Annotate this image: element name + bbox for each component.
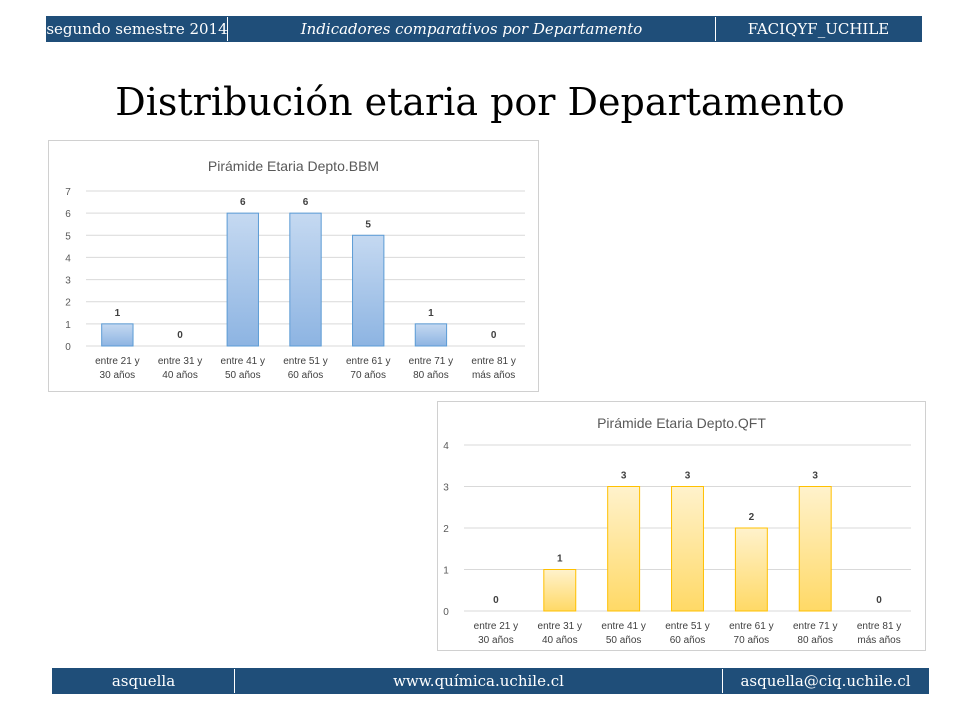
chart-bbm-svg: Pirámide Etaria Depto.BBM 0 1 2 3 4 5 6 7 1 entre … <box>65 158 525 381</box>
data-label: 5 <box>365 219 371 230</box>
y-tick-label: 7 <box>65 187 71 198</box>
footer-bar: asquella www.química.uchile.cl asquella@… <box>52 668 929 694</box>
header-semester: segundo semestre 2014 <box>47 20 227 38</box>
data-label: 1 <box>115 308 121 319</box>
data-label: 3 <box>812 471 818 482</box>
data-label: 2 <box>749 512 755 523</box>
category-label: entre 71 y <box>409 356 453 367</box>
header-subtitle: Indicadores comparativos por Departament… <box>227 17 715 41</box>
category-label: 60 años <box>288 370 324 381</box>
bar <box>101 323 134 347</box>
bar <box>289 212 322 347</box>
chart-title: Pirámide Etaria Depto.BBM <box>208 158 379 174</box>
chart-bbm: Pirámide Etaria Depto.BBM 0 1 2 3 4 5 6 7 1 entre … <box>48 140 539 392</box>
data-label: 0 <box>493 595 499 606</box>
y-tick-label: 4 <box>443 441 449 452</box>
category-label: 60 años <box>670 635 706 646</box>
y-tick-label: 2 <box>65 298 71 309</box>
header-bar: segundo semestre 2014 Indicadores compar… <box>46 16 922 42</box>
category-label: entre 51 y <box>665 621 709 632</box>
category-label: entre 41 y <box>221 356 265 367</box>
category-label: entre 61 y <box>346 356 390 367</box>
category-label: entre 41 y <box>601 621 645 632</box>
chart-title: Pirámide Etaria Depto.QFT <box>597 415 766 431</box>
category-label: entre 31 y <box>158 356 202 367</box>
category-label: más años <box>472 370 515 381</box>
bar <box>226 212 259 347</box>
chart-qft-svg: Pirámide Etaria Depto.QFT 0 1 2 3 4 0 entre 21 … <box>443 415 911 646</box>
category-label: 80 años <box>413 370 449 381</box>
category-label: 70 años <box>350 370 386 381</box>
category-label: 70 años <box>734 635 770 646</box>
y-tick-label: 0 <box>443 607 449 618</box>
data-label: 6 <box>240 197 246 208</box>
footer-email[interactable]: asquella@ciq.uchile.cl <box>722 669 928 693</box>
bar <box>734 527 768 612</box>
data-label: 3 <box>621 471 627 482</box>
footer-author: asquella <box>111 672 176 690</box>
page-title: Distribución etaria por Departamento <box>115 80 845 124</box>
category-label: más años <box>857 635 900 646</box>
category-label: 50 años <box>225 370 261 381</box>
bar <box>671 486 704 612</box>
category-label: 40 años <box>162 370 198 381</box>
y-tick-label: 2 <box>443 524 449 535</box>
y-tick-label: 1 <box>65 320 71 331</box>
category-label: entre 61 y <box>729 621 773 632</box>
category-label: entre 81 y <box>857 621 901 632</box>
footer-website[interactable]: www.química.uchile.cl <box>234 669 722 693</box>
category-label: 40 años <box>542 635 578 646</box>
category-label: 30 años <box>478 635 514 646</box>
category-label: entre 21 y <box>474 621 518 632</box>
category-label: entre 21 y <box>95 356 139 367</box>
data-label: 6 <box>303 197 309 208</box>
chart-qft: Pirámide Etaria Depto.QFT 0 1 2 3 4 0 entre 21 … <box>437 401 926 651</box>
y-tick-label: 6 <box>65 209 71 220</box>
y-tick-label: 4 <box>65 253 71 264</box>
y-tick-label: 1 <box>443 566 449 577</box>
category-label: entre 51 y <box>283 356 327 367</box>
y-tick-label: 0 <box>65 342 71 353</box>
bar <box>798 486 832 612</box>
bar <box>607 486 641 612</box>
category-label: 80 años <box>797 635 833 646</box>
bar <box>352 234 385 347</box>
category-label: 30 años <box>100 370 136 381</box>
category-label: entre 81 y <box>471 356 515 367</box>
category-label: entre 71 y <box>793 621 837 632</box>
category-label: 50 años <box>606 635 642 646</box>
y-tick-label: 3 <box>443 483 449 494</box>
y-tick-label: 5 <box>65 231 71 242</box>
data-label: 1 <box>557 554 563 565</box>
data-label: 3 <box>685 471 691 482</box>
data-label: 0 <box>177 330 183 341</box>
bar <box>543 569 577 612</box>
category-label: entre 31 y <box>538 621 582 632</box>
data-label: 0 <box>876 595 882 606</box>
header-institution: FACIQYF_UCHILE <box>715 17 921 41</box>
y-tick-label: 3 <box>65 276 71 287</box>
data-label: 0 <box>491 330 497 341</box>
data-label: 1 <box>428 308 434 319</box>
bar <box>414 323 448 347</box>
